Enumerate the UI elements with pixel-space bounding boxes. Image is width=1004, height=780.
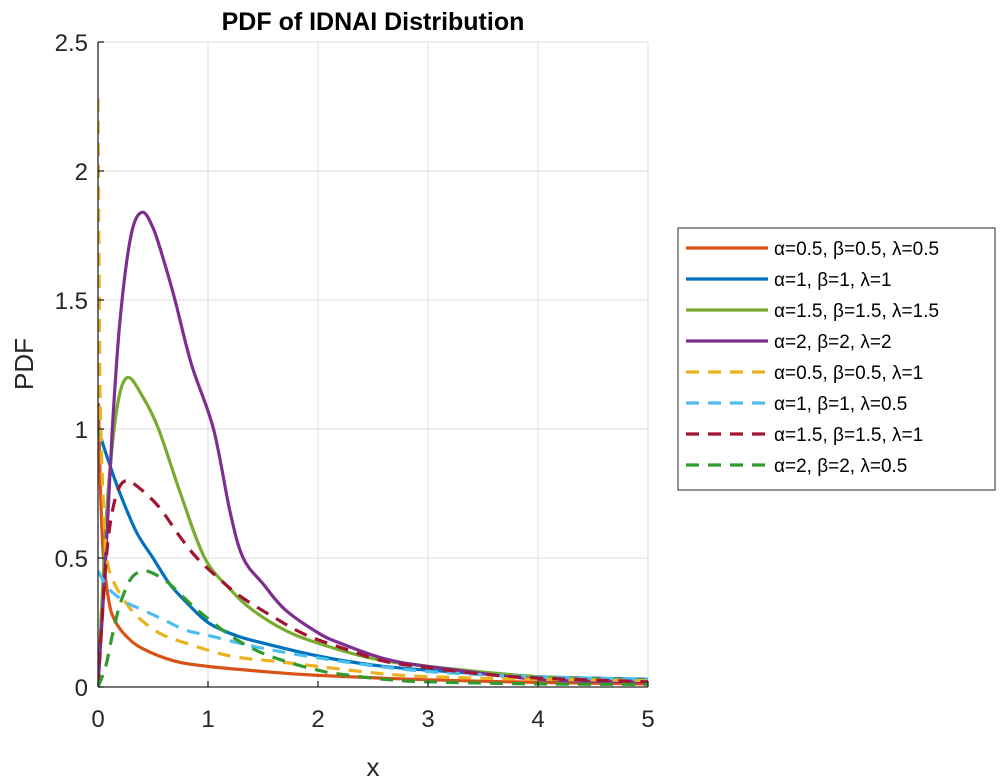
y-axis-label: PDF bbox=[9, 338, 39, 390]
chart-title: PDF of IDNAI Distribution bbox=[222, 8, 525, 36]
series-line-5 bbox=[98, 98, 648, 683]
x-tick-label: 3 bbox=[421, 706, 434, 733]
x-tick-label: 1 bbox=[201, 706, 214, 733]
legend: α=0.5, β=0.5, λ=0.5 α=1, β=1, λ=1 α=1.5, β… bbox=[677, 227, 996, 491]
y-tick-label: 1.5 bbox=[55, 288, 88, 315]
series-lines bbox=[98, 98, 648, 687]
x-tick-label: 0 bbox=[91, 706, 104, 733]
y-tick-label: 2.5 bbox=[55, 30, 88, 57]
y-tick-label: 1 bbox=[75, 417, 88, 444]
legend-label-6: α=1, β=1, λ=0.5 bbox=[774, 394, 907, 415]
legend-label-5: α=0.5, β=0.5, λ=1 bbox=[774, 363, 923, 384]
x-tick-label: 5 bbox=[641, 706, 654, 733]
x-tick-label: 4 bbox=[531, 706, 544, 733]
y-tick-label: 2 bbox=[75, 159, 88, 186]
series-line-6 bbox=[98, 570, 648, 681]
series-line-8 bbox=[98, 569, 648, 687]
axes: 0 1 2 3 4 5 0 0.5 1 1.5 2 2.5 bbox=[55, 30, 655, 733]
y-tick-label: 0.5 bbox=[55, 546, 88, 573]
legend-label-3: α=1.5, β=1.5, λ=1.5 bbox=[774, 301, 939, 322]
legend-label-2: α=1, β=1, λ=1 bbox=[774, 270, 892, 291]
legend-box bbox=[677, 227, 996, 491]
legend-label-1: α=0.5, β=0.5, λ=0.5 bbox=[774, 239, 939, 260]
y-tick-label: 0 bbox=[75, 675, 88, 702]
legend-label-4: α=2, β=2, λ=2 bbox=[774, 332, 892, 353]
x-tick-label: 2 bbox=[311, 706, 324, 733]
grid bbox=[98, 41, 649, 687]
legend-label-7: α=1.5, β=1.5, λ=1 bbox=[774, 425, 923, 446]
plot-area bbox=[98, 42, 648, 687]
x-axis-label: x bbox=[367, 752, 380, 780]
series-line-4 bbox=[98, 210, 648, 687]
legend-label-8: α=2, β=2, λ=0.5 bbox=[774, 456, 907, 477]
